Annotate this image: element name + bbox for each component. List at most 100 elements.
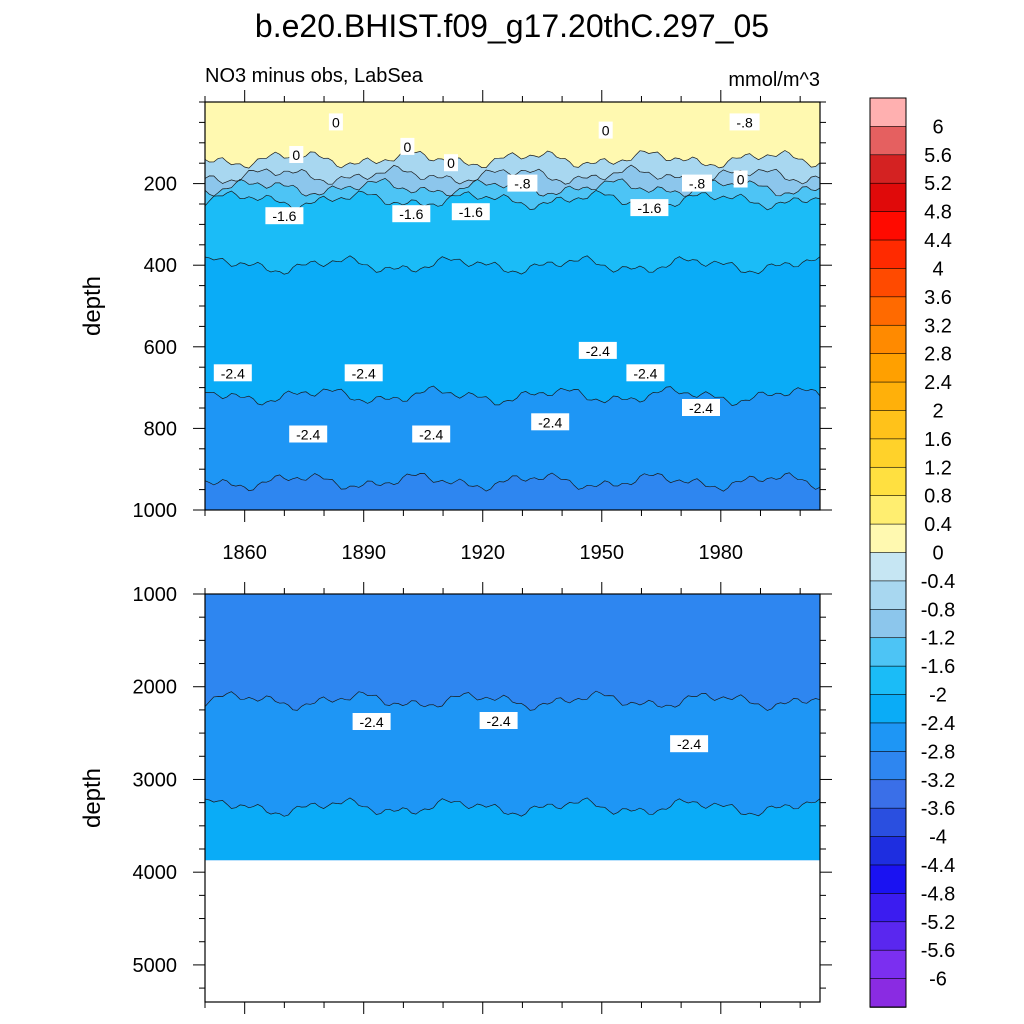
contour-label-text: -.8 xyxy=(514,176,531,192)
contour-label-text: -2.4 xyxy=(677,736,701,752)
contour-label: -1.6 xyxy=(451,203,490,221)
colorbar-swatch xyxy=(869,495,907,525)
colorbar-label: -5.6 xyxy=(921,940,955,962)
contour-label: 0 xyxy=(444,154,458,172)
contour-line xyxy=(205,150,820,169)
contour-line xyxy=(205,690,820,711)
colorbar-swatch xyxy=(869,580,907,611)
contour-label: -1.6 xyxy=(392,205,431,223)
contour-label-text: -2.4 xyxy=(689,400,713,416)
contour-label-box xyxy=(289,425,328,443)
contour-label-text: -.8 xyxy=(736,114,753,130)
colorbar-swatch xyxy=(869,665,907,696)
contour-label: -1.6 xyxy=(265,207,304,225)
contour-label-text: 0 xyxy=(292,147,300,163)
colorbar-swatch xyxy=(869,807,907,838)
contour-label-box xyxy=(682,174,712,192)
x-tick-label: 1890 xyxy=(341,542,386,564)
contour-label-box xyxy=(578,341,617,359)
contour-label: -2.4 xyxy=(682,399,720,416)
contour-label-box xyxy=(682,399,720,416)
colorbar-swatch xyxy=(869,523,907,554)
colorbar-swatch xyxy=(869,268,907,298)
contour-label-text: -2.4 xyxy=(221,365,245,381)
contour-label-box xyxy=(265,207,304,225)
contour-label-box xyxy=(344,364,383,382)
colorbar-label: -2.8 xyxy=(921,741,955,763)
contour-band xyxy=(205,386,820,510)
y-tick-label: 400 xyxy=(144,255,177,277)
x-tick-label: 1920 xyxy=(460,542,505,564)
colorbar-label: 1.6 xyxy=(924,429,952,451)
contour-label-text: -1.6 xyxy=(272,208,296,224)
colorbar-label: -0.8 xyxy=(921,599,955,621)
contour-label-text: -2.4 xyxy=(360,714,384,730)
contour-label: -2.4 xyxy=(479,712,518,729)
contour-line xyxy=(205,255,820,275)
contour-label-box xyxy=(444,154,458,172)
colorbar-label: 2.8 xyxy=(924,344,952,366)
colorbar-swatch xyxy=(869,353,907,383)
colorbar-swatch xyxy=(869,637,907,667)
contour-label-box xyxy=(451,203,490,221)
colorbar-label: 6 xyxy=(932,116,943,138)
contour-label: -2.4 xyxy=(578,341,617,359)
colorbar-swatch xyxy=(869,324,907,355)
contour-label: 0 xyxy=(400,137,415,155)
contour-label: 0 xyxy=(289,146,304,163)
colorbar-label: -0.4 xyxy=(921,571,955,593)
contour-label: -2.4 xyxy=(352,713,391,730)
colorbar-label: -3.2 xyxy=(921,770,955,792)
colorbar-swatch xyxy=(869,97,907,128)
colorbar-swatch xyxy=(869,921,907,951)
contour-label: -2.4 xyxy=(289,425,328,443)
upper-panel-contour-labels: 0 0 0 0 0 -.8 0 -.8 -.8 -1.6 -1.6 -1.6 -1.6 -2.4 -2.4 -… xyxy=(213,113,760,443)
contour-label: -.8 xyxy=(729,113,760,131)
contour-label: -.8 xyxy=(682,174,712,192)
contour-label: -.8 xyxy=(507,174,538,192)
colorbar-swatch xyxy=(869,978,907,1008)
colorbar-label: -2.4 xyxy=(921,713,955,735)
contour-line xyxy=(205,472,820,492)
y-tick-label: 1000 xyxy=(133,584,178,606)
colorbar-label: -5.2 xyxy=(921,912,955,934)
contour-label-box xyxy=(328,113,343,131)
contour-label-text: 0 xyxy=(404,139,412,155)
contour-band xyxy=(205,797,820,861)
colorbar-swatch xyxy=(869,836,907,866)
contour-label-text: -2.4 xyxy=(352,365,376,381)
contour-label: -2.4 xyxy=(344,364,383,382)
colorbar-swatch xyxy=(869,182,907,213)
units-label: mmol/m^3 xyxy=(728,69,820,91)
colorbar-swatch xyxy=(869,239,907,270)
y-tick-label: 600 xyxy=(144,337,177,359)
colorbar-label: -4.8 xyxy=(921,883,955,905)
lower-depth-label: depth xyxy=(79,768,106,828)
colorbar-swatch xyxy=(869,154,907,185)
contour-label-text: -2.4 xyxy=(419,427,443,443)
y-tick-label: 4000 xyxy=(133,862,178,884)
figure-title: b.e20.BHIST.f09_g17.20thC.297_05 xyxy=(255,8,769,44)
upper-panel-axes: 1860 1890 1920 1950 1980 200 400 600 800 1000 xyxy=(133,90,832,564)
contour-label: -2.4 xyxy=(626,364,665,382)
colorbar-label: 2 xyxy=(932,401,943,423)
colorbar-label: -6 xyxy=(929,969,947,991)
contour-label-box xyxy=(626,364,665,382)
contour-label-box xyxy=(729,113,760,131)
contour-label-box xyxy=(289,146,304,163)
colorbar-swatch xyxy=(869,949,907,980)
x-tick-label: 1980 xyxy=(699,542,744,564)
contour-label-box xyxy=(400,137,415,155)
contour-line xyxy=(205,385,820,406)
y-tick-label: 5000 xyxy=(133,955,178,977)
lower-panel-frame xyxy=(204,593,821,1003)
colorbar-swatch xyxy=(869,211,907,241)
contour-label-text: -.8 xyxy=(689,176,706,192)
contour-label-text: 0 xyxy=(447,155,455,171)
upper-panel: 0 0 0 0 0 -.8 0 -.8 -.8 -1.6 -1.6 -1.6 -1.6 -2.4 -2.4 -… xyxy=(79,90,832,564)
contour-label-box xyxy=(670,735,709,753)
contour-label: -2.4 xyxy=(670,735,709,753)
colorbar-swatch xyxy=(869,126,907,156)
colorbar-label: -4.4 xyxy=(921,855,955,877)
colorbar-swatch xyxy=(869,438,907,469)
